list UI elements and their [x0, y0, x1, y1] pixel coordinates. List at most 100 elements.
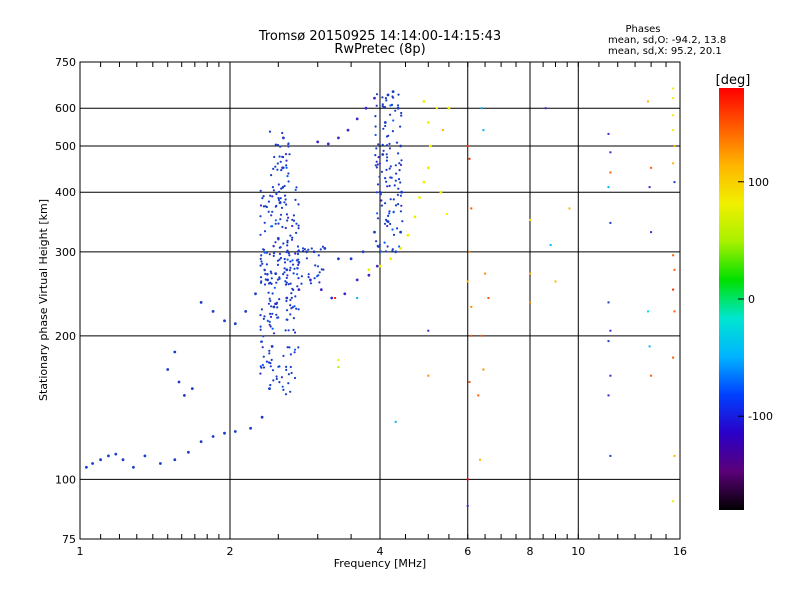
band-point: [293, 376, 297, 380]
band-point: [376, 217, 380, 220]
data-point: [281, 166, 284, 170]
data-point: [399, 230, 402, 234]
band-point: [286, 318, 289, 321]
band-point: [390, 103, 394, 106]
data-point: [429, 144, 432, 148]
band-point: [303, 248, 306, 251]
band-point: [270, 174, 273, 177]
data-point: [223, 319, 226, 323]
scattered-point: [673, 454, 676, 457]
data-point: [316, 140, 320, 144]
x-tick-label: 1: [77, 545, 84, 558]
band-point: [289, 298, 292, 302]
band-point: [313, 277, 316, 280]
band-point: [382, 127, 385, 130]
band-point: [283, 194, 287, 197]
scattered-point: [480, 334, 483, 337]
band-point: [264, 205, 267, 208]
band-point: [271, 225, 274, 228]
band-point: [278, 277, 281, 280]
band-point: [268, 320, 271, 323]
band-point: [384, 177, 387, 180]
band-point: [285, 368, 288, 371]
colorbar-tick-label: 0: [748, 293, 755, 306]
band-point: [287, 382, 290, 385]
data-point: [375, 264, 379, 268]
band-point: [382, 149, 385, 152]
band-point: [282, 273, 285, 276]
band-point: [285, 276, 288, 279]
band-point: [261, 346, 264, 349]
scattered-point: [466, 280, 469, 283]
scattered-point: [607, 301, 610, 304]
band-point: [319, 248, 322, 251]
band-point: [282, 388, 285, 391]
band-point: [277, 197, 280, 200]
band-point: [291, 236, 294, 239]
data-point: [346, 128, 350, 132]
band-point: [282, 242, 285, 245]
colorbar-label: [deg]: [716, 73, 751, 88]
data-dense-band: [259, 93, 404, 396]
band-point: [269, 362, 272, 365]
band-point: [296, 250, 299, 253]
data-point: [173, 458, 177, 462]
data-point: [85, 465, 88, 469]
scattered-point: [441, 129, 444, 132]
data-point: [121, 458, 125, 462]
band-point: [263, 283, 267, 286]
band-point: [394, 179, 397, 182]
data-point: [297, 261, 301, 264]
band-point: [389, 113, 392, 116]
band-point: [377, 245, 380, 248]
band-point: [381, 103, 384, 106]
band-point: [270, 277, 273, 280]
scattered-point: [672, 87, 675, 90]
band-point: [272, 167, 275, 170]
y-tick-label: 100: [55, 473, 76, 486]
band-point: [307, 248, 310, 251]
band-point: [281, 225, 284, 229]
scattered-point: [647, 310, 649, 313]
band-point: [307, 276, 310, 279]
colorbar-ticks: 100 0 -100: [738, 176, 773, 423]
band-point: [291, 224, 294, 228]
band-point: [283, 271, 286, 274]
data-point: [199, 301, 203, 304]
band-point: [275, 301, 279, 304]
band-point: [280, 169, 283, 172]
scattered-point: [650, 374, 653, 377]
data-point: [355, 278, 359, 282]
band-point: [288, 346, 291, 349]
chart-title: Tromsø 20150925 14:14:00-14:15:43: [258, 29, 501, 44]
band-point: [275, 192, 278, 196]
band-point: [296, 273, 299, 276]
scattered-point: [356, 297, 359, 299]
band-point: [292, 272, 295, 275]
band-point: [397, 187, 400, 190]
band-point: [262, 195, 265, 198]
band-point: [274, 222, 277, 225]
band-point: [295, 222, 298, 225]
band-point: [278, 258, 281, 261]
data-point: [361, 250, 365, 254]
scattered-point: [529, 301, 531, 304]
band-point: [263, 230, 267, 233]
band-point: [287, 216, 290, 219]
band-point: [286, 219, 289, 222]
band-point: [277, 222, 280, 225]
band-point: [290, 371, 293, 375]
band-point: [276, 168, 279, 171]
band-point: [279, 160, 282, 163]
data-point: [323, 247, 327, 250]
band-point: [374, 115, 377, 118]
band-point: [275, 313, 278, 316]
band-point: [273, 155, 276, 159]
scattered-point: [673, 181, 676, 184]
data-point: [381, 153, 385, 156]
band-point: [391, 95, 394, 98]
data-point: [378, 190, 382, 194]
band-point: [385, 168, 388, 171]
data-point: [367, 273, 371, 277]
